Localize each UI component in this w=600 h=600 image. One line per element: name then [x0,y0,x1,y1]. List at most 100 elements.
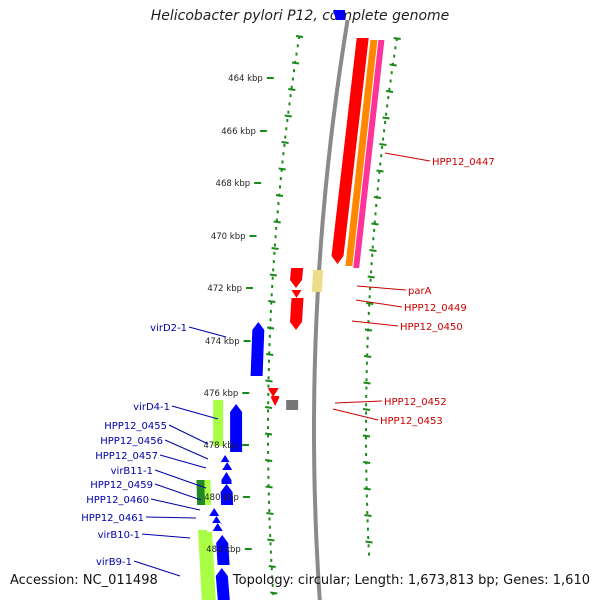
tick-mark [278,167,286,171]
tick-dot [365,411,368,415]
tick-dot [386,104,389,108]
tick-mark [366,302,374,305]
tick-dot [366,502,369,506]
tick-dot [394,46,397,50]
tick-dot [367,320,370,324]
tick-mark [364,514,372,517]
tick-dot [267,409,270,413]
tick-dot [298,36,300,39]
tick-dot [274,235,277,239]
tick-dot [280,168,283,172]
tick-dot [365,403,368,407]
tick-dot [293,69,295,73]
tick-dot [365,477,368,481]
tick-dot [389,79,392,83]
tick-dot [365,419,367,423]
tick-mark [268,300,276,303]
tick-dot [365,428,367,432]
tick-dot [365,469,368,473]
tick-mark [363,381,371,385]
gene-label-HPP12_0447: HPP12_0447 [432,157,495,168]
tick-dot [365,436,367,440]
tick-dot [267,417,269,421]
ruler-label: 466 kbp [221,127,256,137]
tick-mark [362,434,371,438]
gene-virB9-1-bar [215,568,230,600]
gene-virB11-1-bar [221,472,232,484]
gene-label-virB10-1: virB10-1 [98,530,140,541]
tick-mark [269,273,277,277]
tick-dot [367,536,370,539]
tick-dot [372,237,375,241]
tick-dot [267,484,270,488]
tick-mark [382,116,390,120]
gene-HPP12_0447-pink-bar [353,40,385,268]
label-leader-line [150,498,201,511]
gene-HPP12_0457-bar [222,462,233,470]
tick-dot [365,378,368,382]
gene-label-HPP12_0459: HPP12_0459 [90,480,153,491]
gene-HPP12_0452-bar [268,388,279,397]
gene-label-virD2-1: virD2-1 [150,323,187,334]
tick-dot [267,467,270,471]
tick-dot [369,278,372,282]
tick-dot [267,451,270,454]
gene-parA-bar [290,268,304,288]
tick-dot [270,558,273,562]
tick-mark [266,326,275,330]
tick-mark [385,90,394,93]
tick-dot [388,87,391,91]
tick-dot [272,268,275,272]
ruler-label: 480 kbp [204,493,239,503]
tick-dot [279,177,282,181]
tick-dot [366,527,369,531]
gene-label-virB11-1: virB11-1 [111,466,153,477]
tick-dot [269,550,272,554]
tick-dot [373,220,376,224]
gene-HPP12_0456-bar [220,455,231,463]
label-leader-line [168,424,209,445]
tick-dot [279,185,281,189]
tick-dot [281,160,284,164]
tick-mark [267,538,275,542]
tick-mark [393,37,401,40]
tick-dot [375,204,378,207]
tick-dot [288,102,291,106]
tick-dot [289,94,292,98]
tick-dot [269,309,272,313]
tick-dot [268,334,271,338]
tick-mark [273,220,281,224]
tick-mark [266,353,274,356]
tick-dot [367,544,370,548]
gene-HPP12_0461a-bar [211,516,222,524]
ruler-label: 482 kbp [206,545,241,555]
genome-title: Helicobacter pylori P12, complete genome [150,8,450,24]
tick-dot [367,311,370,315]
gene-HPP12_0447-orange-bar [345,40,378,266]
tick-dot [270,567,273,571]
tick-mark [389,63,397,67]
tick-dot [271,575,274,579]
label-leader-line [154,483,202,501]
tick-dot [295,52,298,56]
gene-HPP12_0453-bar [286,400,299,410]
gene-parA-cds-bar [311,270,324,292]
gene-virB9-1-light-bar [206,532,216,600]
tick-dot [267,492,270,496]
tick-dot [272,260,275,264]
tick-dot [371,245,374,249]
tick-mark [275,194,284,197]
tick-dot [379,162,382,166]
tick-dot [376,187,379,191]
tick-dot [365,453,368,456]
tick-dot [276,210,279,214]
tick-dot [275,226,278,230]
gene-label-HPP12_0449: HPP12_0449 [404,303,467,314]
tick-dot [283,143,286,147]
tick-dot [378,170,381,174]
label-leader-line [188,326,227,338]
tick-dot [368,552,370,556]
gene-virD4-1-bar [230,404,243,452]
tick-mark [373,196,382,199]
gene-label-virB9-1: virB9-1 [96,557,132,568]
